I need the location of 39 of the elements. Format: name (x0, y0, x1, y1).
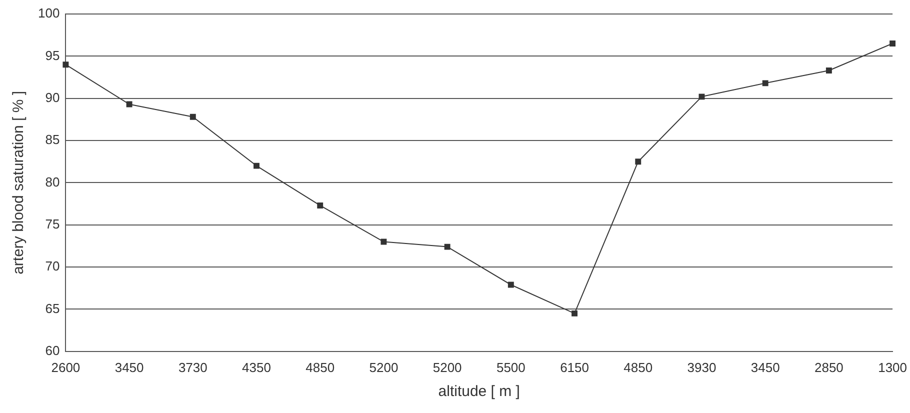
x-tick-label: 3450 (114, 360, 144, 375)
y-tick-label: 70 (45, 258, 60, 274)
x-tick-label: 4850 (306, 360, 335, 375)
point (317, 202, 324, 208)
point (698, 94, 705, 100)
point (762, 80, 768, 86)
point (190, 114, 196, 120)
point (635, 158, 642, 165)
point (508, 282, 514, 288)
x-tick-label: 5200 (432, 360, 462, 375)
point (62, 62, 69, 68)
y-tick-label: 85 (45, 132, 60, 148)
x-tick-label: 3930 (687, 360, 716, 375)
x-tick-label: 1300 (878, 360, 907, 375)
y-tick-label: 65 (45, 300, 60, 316)
point (826, 68, 832, 74)
x-tick-label: 4850 (624, 360, 653, 375)
y-tick-label: 95 (45, 48, 60, 63)
point (444, 244, 450, 250)
x-tick-label: 2600 (51, 360, 80, 375)
x-tick-label: 2850 (814, 360, 844, 375)
y-tick-label: 75 (45, 216, 60, 232)
x-tick-label: 6150 (560, 360, 589, 375)
x-tick-label: 5200 (369, 360, 398, 375)
point (380, 238, 387, 245)
point (254, 162, 260, 169)
x-axis-title: altitude [ m ] (438, 383, 520, 400)
x-tick-label: 3450 (750, 360, 780, 375)
y-tick-label: 60 (45, 342, 60, 358)
x-tick-label: 4350 (242, 360, 271, 375)
x-tick-label: 5500 (496, 360, 526, 375)
y-tick-label: 80 (45, 174, 60, 190)
y-tick-label: 90 (45, 90, 60, 105)
point (126, 101, 132, 108)
x-tick-label: 3730 (178, 360, 208, 375)
y-axis-title: artery blood saturation [ % ] (10, 90, 28, 274)
y-tick-label: 100 (38, 6, 60, 21)
point (572, 310, 578, 316)
point (890, 40, 896, 46)
